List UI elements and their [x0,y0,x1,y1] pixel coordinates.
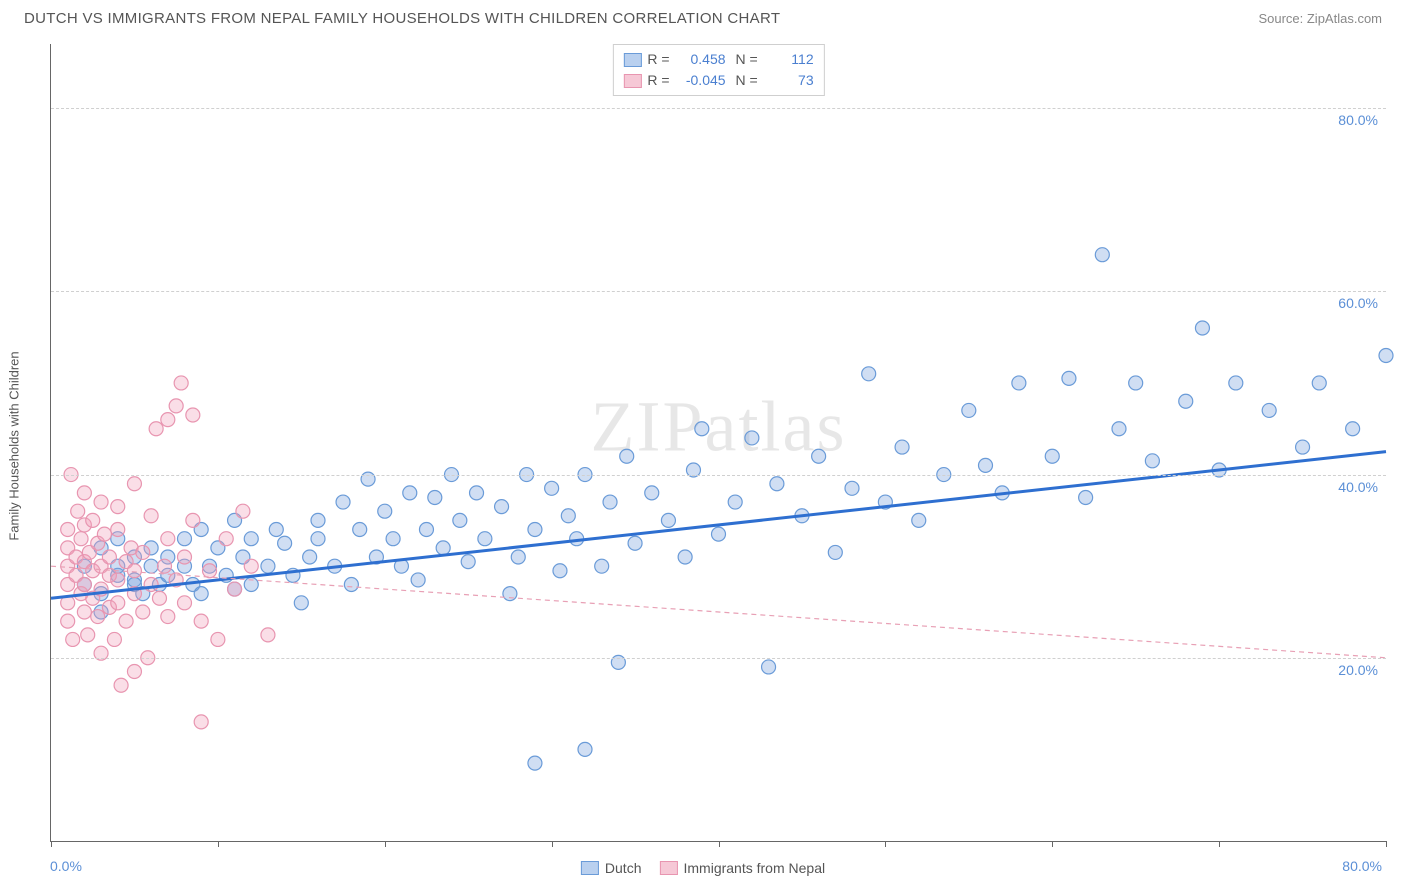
stats-legend-box: R = 0.458 N = 112 R = -0.045 N = 73 [612,44,824,96]
swatch-dutch [623,53,641,67]
y-axis-title: Family Households with Children [7,351,22,540]
x-axis-max-label: 80.0% [1342,858,1382,874]
chart-title: DUTCH VS IMMIGRANTS FROM NEPAL FAMILY HO… [24,10,780,27]
stats-row-nepal: R = -0.045 N = 73 [623,70,813,91]
source-label: Source: ZipAtlas.com [1258,11,1382,26]
legend-item-dutch: Dutch [581,860,642,876]
swatch-dutch-icon [581,861,599,875]
stats-row-dutch: R = 0.458 N = 112 [623,49,813,70]
swatch-nepal [623,74,641,88]
chart-plot-area: ZIPatlas R = 0.458 N = 112 R = -0.045 N … [50,44,1386,842]
legend-bottom: Dutch Immigrants from Nepal [581,860,825,876]
x-axis-min-label: 0.0% [50,858,82,874]
swatch-nepal-icon [659,861,677,875]
title-bar: DUTCH VS IMMIGRANTS FROM NEPAL FAMILY HO… [0,0,1406,33]
scatter-svg [51,44,1386,841]
legend-item-nepal: Immigrants from Nepal [659,860,825,876]
